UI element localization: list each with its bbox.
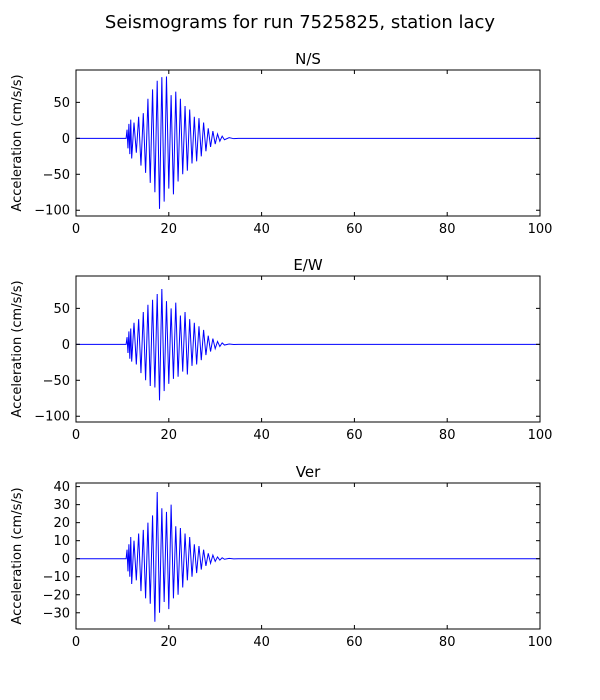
- x-tick-label: 100: [528, 222, 553, 237]
- y-axis-label: Acceleration (cm/s/s): [10, 280, 25, 417]
- y-axis-label: Acceleration (cm/s/s): [10, 74, 25, 211]
- x-tick-label: 80: [439, 635, 456, 650]
- x-tick-label: 100: [528, 635, 553, 650]
- x-tick-label: 60: [346, 428, 363, 443]
- y-tick-label: 50: [53, 96, 70, 111]
- x-tick-label: 80: [439, 222, 456, 237]
- x-tick-label: 20: [161, 222, 178, 237]
- x-tick-label: 60: [346, 635, 363, 650]
- plot-frame: [75, 275, 541, 423]
- x-tick-label: 100: [528, 428, 553, 443]
- y-axis-label: Acceleration (cm/s/s): [10, 487, 25, 624]
- y-tick-label: −20: [43, 588, 70, 603]
- y-tick-label: 50: [53, 302, 70, 317]
- y-tick-label: 0: [62, 132, 70, 147]
- x-tick-label: 40: [253, 635, 270, 650]
- subplot-title: N/S: [295, 50, 321, 68]
- y-tick-label: 30: [53, 498, 70, 513]
- x-tick-label: 0: [72, 222, 80, 237]
- y-tick-label: −100: [34, 204, 70, 219]
- y-tick-label: −10: [43, 570, 70, 585]
- series-line: [76, 288, 540, 401]
- subplot-title: E/W: [293, 256, 323, 274]
- x-tick-label: 80: [439, 428, 456, 443]
- plot-frame: [75, 482, 541, 630]
- y-tick-label: −100: [34, 410, 70, 425]
- y-tick-label: 10: [53, 534, 70, 549]
- x-tick-label: 40: [253, 428, 270, 443]
- y-tick-label: 40: [53, 480, 70, 495]
- plot-frame: [75, 69, 541, 217]
- subplot-title: Ver: [296, 463, 321, 481]
- figure-title: Seismograms for run 7525825, station lac…: [105, 12, 496, 33]
- subplot-0: N/S Acceleration (cm/s/s) 0 20 40 60 80 100 −100…: [10, 50, 552, 237]
- x-tick-label: 60: [346, 222, 363, 237]
- y-tick-label: −50: [43, 374, 70, 389]
- x-tick-label: 0: [72, 635, 80, 650]
- x-tick-label: 20: [161, 635, 178, 650]
- x-tick-label: 20: [161, 428, 178, 443]
- x-tick-label: 0: [72, 428, 80, 443]
- y-tick-label: 20: [53, 516, 70, 531]
- y-tick-label: 0: [62, 338, 70, 353]
- y-tick-label: −30: [43, 606, 70, 621]
- subplot-1: E/W Acceleration (cm/s/s) 0 20 40 60 80 100 −100…: [10, 256, 552, 443]
- series-line: [76, 492, 540, 622]
- x-tick-label: 40: [253, 222, 270, 237]
- y-tick-label: 0: [62, 552, 70, 567]
- series-line: [76, 76, 540, 209]
- y-tick-label: −50: [43, 168, 70, 183]
